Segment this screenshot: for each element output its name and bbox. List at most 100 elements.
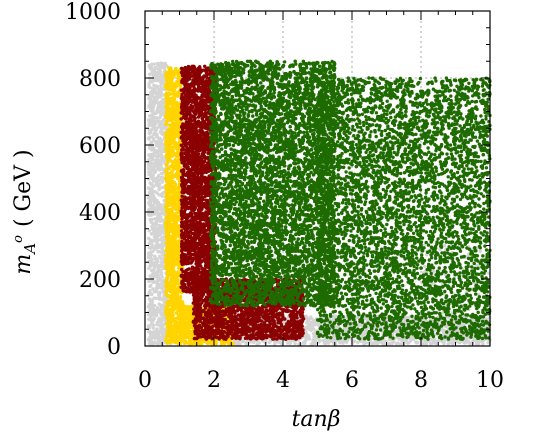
data-point	[161, 228, 165, 232]
data-point	[338, 341, 342, 345]
data-point	[152, 138, 156, 142]
data-point	[174, 259, 179, 264]
data-point	[155, 108, 159, 113]
data-point	[158, 324, 162, 328]
data-point	[169, 335, 173, 339]
data-point	[167, 182, 171, 186]
data-point	[164, 73, 168, 78]
data-point	[158, 143, 163, 148]
data-point	[149, 114, 154, 118]
data-point	[158, 114, 163, 119]
data-point	[176, 226, 180, 230]
data-point	[442, 341, 446, 346]
data-point	[168, 107, 173, 111]
data-point	[148, 186, 152, 190]
data-point	[168, 219, 172, 223]
data-point	[154, 71, 158, 75]
data-point	[164, 210, 169, 214]
data-point	[161, 212, 165, 216]
data-point	[172, 141, 176, 146]
data-point	[153, 122, 157, 126]
data-point	[169, 80, 174, 84]
data-point	[352, 339, 357, 343]
data-point	[171, 217, 176, 222]
data-point	[153, 257, 158, 261]
data-point	[164, 227, 169, 232]
data-point	[400, 339, 404, 343]
data-point	[157, 218, 161, 223]
data-point	[153, 226, 158, 230]
data-point	[168, 111, 172, 115]
data-point	[159, 61, 163, 65]
data-point	[172, 128, 176, 132]
data-point	[166, 189, 170, 193]
data-point	[155, 75, 159, 79]
data-point	[152, 290, 156, 294]
data-point	[148, 204, 152, 208]
data-point	[155, 259, 160, 263]
data-point	[161, 191, 165, 195]
data-point	[154, 97, 159, 101]
data-point	[167, 130, 172, 134]
data-point	[293, 341, 297, 346]
data-point	[159, 230, 163, 235]
data-point	[158, 291, 162, 296]
data-point	[151, 244, 155, 248]
data-point	[152, 275, 156, 279]
data-point	[152, 153, 156, 158]
data-point	[149, 128, 153, 133]
data-point	[157, 173, 161, 178]
data-point	[150, 177, 155, 181]
data-point	[155, 306, 160, 310]
data-point	[147, 330, 151, 334]
data-point	[158, 136, 162, 140]
data-point	[148, 252, 152, 256]
data-point	[164, 322, 169, 326]
data-point	[158, 254, 162, 258]
data-point	[156, 62, 160, 66]
data-point	[165, 106, 170, 110]
data-point	[164, 204, 168, 209]
data-point	[161, 335, 166, 339]
data-point	[177, 264, 181, 268]
data-point	[153, 261, 157, 265]
data-point	[171, 72, 175, 77]
data-point	[268, 339, 272, 344]
data-point	[147, 290, 151, 295]
data-point	[174, 204, 178, 208]
data-point	[156, 202, 160, 206]
data-point	[214, 341, 218, 346]
data-point	[176, 149, 180, 154]
data-point	[411, 337, 415, 342]
data-point	[307, 325, 311, 329]
data-point	[170, 96, 175, 101]
data-point	[160, 250, 164, 255]
data-point	[168, 127, 172, 131]
data-point	[150, 102, 154, 106]
data-point	[374, 340, 378, 344]
data-point	[164, 136, 168, 140]
data-point	[160, 237, 164, 241]
data-point	[166, 153, 170, 157]
data-point	[167, 270, 171, 274]
data-point	[428, 341, 433, 346]
data-point	[157, 93, 161, 98]
data-point	[171, 101, 175, 105]
data-point	[171, 257, 175, 261]
data-point	[158, 329, 162, 334]
data-point	[160, 297, 164, 301]
data-point	[170, 312, 174, 316]
data-point	[175, 72, 179, 76]
data-point	[160, 65, 164, 70]
data-point	[166, 86, 171, 90]
data-point	[154, 244, 159, 249]
data-point	[174, 158, 179, 162]
data-point	[165, 246, 169, 250]
data-point	[252, 340, 256, 345]
data-point	[188, 320, 192, 324]
data-point	[273, 342, 277, 346]
data-point	[147, 317, 151, 321]
data-point	[174, 118, 178, 122]
data-point	[154, 329, 158, 333]
data-point	[169, 214, 173, 218]
